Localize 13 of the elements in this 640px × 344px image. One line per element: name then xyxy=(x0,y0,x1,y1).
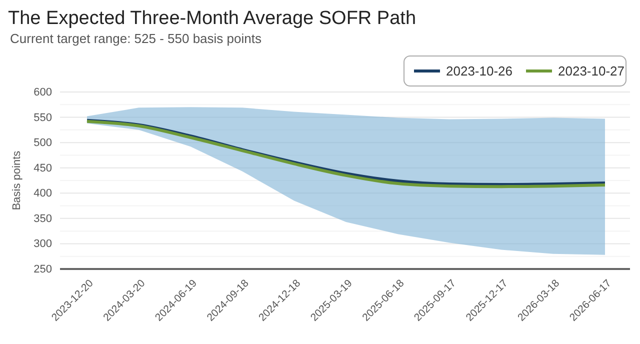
legend-label: 2023-10-27 xyxy=(558,64,624,79)
chart-subtitle: Current target range: 525 - 550 basis points xyxy=(10,31,262,46)
y-tick-label: 400 xyxy=(34,188,52,200)
y-tick-label: 550 xyxy=(34,112,52,124)
y-tick-label: 500 xyxy=(34,137,52,150)
y-tick-label: 300 xyxy=(34,238,52,250)
y-tick-label: 450 xyxy=(34,162,52,174)
y-tick-label: 600 xyxy=(34,86,52,99)
y-tick-label: 250 xyxy=(34,264,52,276)
chart-title: The Expected Three-Month Average SOFR Path xyxy=(8,8,416,29)
y-axis-title: Basis points xyxy=(11,150,23,210)
y-tick-label: 350 xyxy=(34,212,52,225)
legend-label: 2023-10-26 xyxy=(446,64,512,79)
